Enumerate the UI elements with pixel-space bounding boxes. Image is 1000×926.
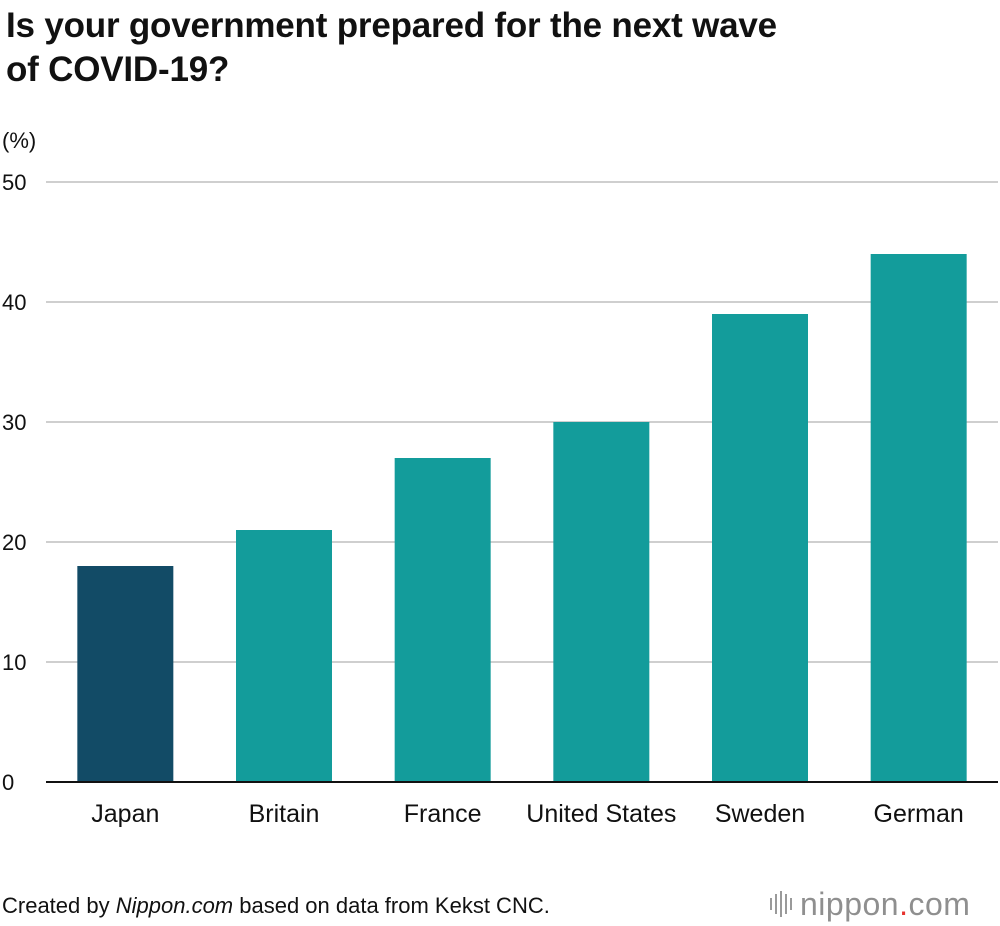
y-tick-label: 20 [2, 530, 26, 555]
x-tick-label: France [404, 800, 482, 828]
sound-bars-icon [770, 891, 792, 917]
source-note: Created by Nippon.com based on data from… [2, 893, 550, 919]
x-tick-label: Sweden [715, 800, 805, 828]
bar-chart: 0 10 20 30 40 50 Japan Britain France United Stat… [2, 170, 998, 828]
x-tick-label: Japan [91, 800, 159, 828]
chart-title-line-2: of COVID-19? [6, 50, 230, 89]
chart-title-line-1: Is your government prepared for the next… [6, 6, 777, 45]
x-tick-label: United States [526, 800, 676, 828]
y-tick-label: 0 [2, 770, 14, 795]
y-tick-label: 50 [2, 170, 26, 195]
bar-britain [236, 530, 332, 782]
bar-sweden [712, 314, 808, 782]
bar-german [870, 254, 967, 782]
y-tick-label: 30 [2, 410, 26, 435]
logo-main: nippon [800, 885, 900, 922]
logo-wordmark: nippon.com [800, 886, 970, 923]
source-publisher: Nippon.com [115, 893, 234, 918]
y-tick-label: 10 [2, 650, 26, 675]
logo-tld: com [908, 885, 971, 922]
y-axis-unit-label: (%) [2, 128, 37, 153]
x-tick-label: German [874, 800, 964, 828]
bar-france [394, 458, 491, 782]
bar-japan [77, 566, 174, 782]
source-prefix: Created by [2, 893, 116, 918]
nippon-logo: nippon.com [770, 884, 970, 924]
logo-dot: . [899, 885, 909, 922]
chart-title: Is your government prepared for the next… [6, 4, 946, 92]
bar-united-states [553, 422, 650, 782]
source-suffix: based on data from Kekst CNC. [233, 893, 550, 918]
y-tick-label: 40 [2, 290, 26, 315]
x-tick-label: Britain [249, 800, 320, 828]
